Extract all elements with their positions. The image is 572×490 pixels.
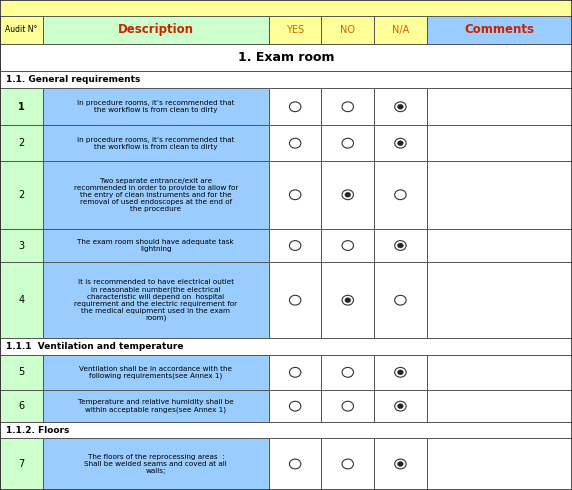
- Bar: [0, 16, 43, 44]
- Bar: [321, 16, 374, 44]
- Bar: [427, 355, 572, 390]
- Bar: [321, 390, 374, 422]
- Text: Description: Description: [118, 24, 194, 36]
- Bar: [269, 16, 321, 44]
- Text: The exam room should have adequate task
lightning: The exam room should have adequate task …: [77, 239, 235, 252]
- Circle shape: [345, 298, 351, 303]
- Bar: [321, 229, 374, 263]
- Bar: [0, 263, 43, 338]
- Bar: [427, 229, 572, 263]
- Bar: [321, 438, 374, 490]
- Bar: [321, 88, 374, 125]
- Bar: [43, 161, 269, 229]
- Bar: [0, 355, 43, 390]
- Circle shape: [398, 404, 403, 409]
- Bar: [374, 438, 427, 490]
- Bar: [43, 438, 269, 490]
- Bar: [0, 422, 572, 438]
- Text: 1.1.1  Ventilation and temperature: 1.1.1 Ventilation and temperature: [6, 342, 183, 351]
- Text: Two separate entrance/exit are
recommended in order to provide to allow for
the : Two separate entrance/exit are recommend…: [74, 178, 238, 212]
- Text: Comments: Comments: [464, 24, 534, 36]
- Circle shape: [398, 141, 403, 146]
- Text: 2: 2: [18, 138, 25, 148]
- Circle shape: [398, 462, 403, 466]
- Bar: [0, 338, 572, 355]
- Bar: [321, 161, 374, 229]
- Text: N/A: N/A: [392, 25, 409, 35]
- Text: In procedure rooms, it’s recommended that
the workflow is from clean to dirty: In procedure rooms, it’s recommended tha…: [77, 137, 235, 150]
- Bar: [0, 0, 572, 16]
- Text: 5: 5: [18, 368, 25, 377]
- Text: 7: 7: [18, 459, 25, 469]
- Bar: [427, 125, 572, 161]
- Bar: [374, 16, 427, 44]
- Bar: [427, 88, 572, 125]
- Bar: [427, 263, 572, 338]
- Bar: [43, 88, 269, 125]
- Text: It is recommended to have electrical outlet
in reasonable number(the electrical
: It is recommended to have electrical out…: [74, 279, 237, 321]
- Bar: [427, 390, 572, 422]
- Text: 6: 6: [18, 401, 25, 411]
- Bar: [0, 390, 43, 422]
- Bar: [269, 125, 321, 161]
- Bar: [0, 88, 43, 125]
- Bar: [0, 229, 43, 263]
- Bar: [321, 125, 374, 161]
- Bar: [43, 229, 269, 263]
- Bar: [374, 355, 427, 390]
- Text: 2: 2: [18, 190, 25, 200]
- Bar: [43, 263, 269, 338]
- Text: 1.1. General requirements: 1.1. General requirements: [6, 75, 140, 84]
- Text: Temperature and relative humidity shall be
within acceptable ranges(see Annex 1): Temperature and relative humidity shall …: [78, 399, 234, 413]
- Bar: [269, 355, 321, 390]
- Bar: [0, 125, 43, 161]
- Text: In procedure rooms, it’s recommended that
the workflow is from clean to dirty: In procedure rooms, it’s recommended tha…: [77, 100, 235, 113]
- Bar: [427, 438, 572, 490]
- Bar: [427, 161, 572, 229]
- Circle shape: [345, 192, 351, 197]
- Text: 1.1.2. Floors: 1.1.2. Floors: [6, 426, 69, 435]
- Bar: [269, 229, 321, 263]
- Bar: [269, 88, 321, 125]
- Bar: [43, 125, 269, 161]
- Bar: [43, 16, 269, 44]
- Bar: [374, 125, 427, 161]
- Bar: [43, 355, 269, 390]
- Bar: [269, 438, 321, 490]
- Bar: [427, 16, 572, 44]
- Bar: [269, 161, 321, 229]
- Bar: [269, 263, 321, 338]
- Bar: [269, 390, 321, 422]
- Text: 4: 4: [18, 295, 25, 305]
- Bar: [43, 390, 269, 422]
- Bar: [0, 161, 43, 229]
- Text: NO: NO: [340, 25, 355, 35]
- Bar: [374, 161, 427, 229]
- Circle shape: [398, 243, 403, 248]
- Text: 3: 3: [18, 241, 25, 250]
- Text: 1: 1: [18, 102, 25, 112]
- Text: The floors of the reprocessing areas  :
Shall be welded seams and coved at all
w: The floors of the reprocessing areas : S…: [85, 454, 227, 474]
- Bar: [321, 263, 374, 338]
- Text: Audit N°: Audit N°: [5, 25, 38, 34]
- Bar: [0, 72, 572, 88]
- Bar: [374, 390, 427, 422]
- Bar: [374, 263, 427, 338]
- Bar: [374, 229, 427, 263]
- Text: Ventilation shall be in accordance with the
following requirements(see Annex 1): Ventilation shall be in accordance with …: [80, 366, 232, 379]
- Circle shape: [398, 370, 403, 375]
- Bar: [321, 355, 374, 390]
- Text: YES: YES: [286, 25, 304, 35]
- Text: 1. Exam room: 1. Exam room: [238, 51, 334, 64]
- Bar: [374, 88, 427, 125]
- Bar: [0, 44, 572, 72]
- Bar: [0, 438, 43, 490]
- Circle shape: [398, 104, 403, 109]
